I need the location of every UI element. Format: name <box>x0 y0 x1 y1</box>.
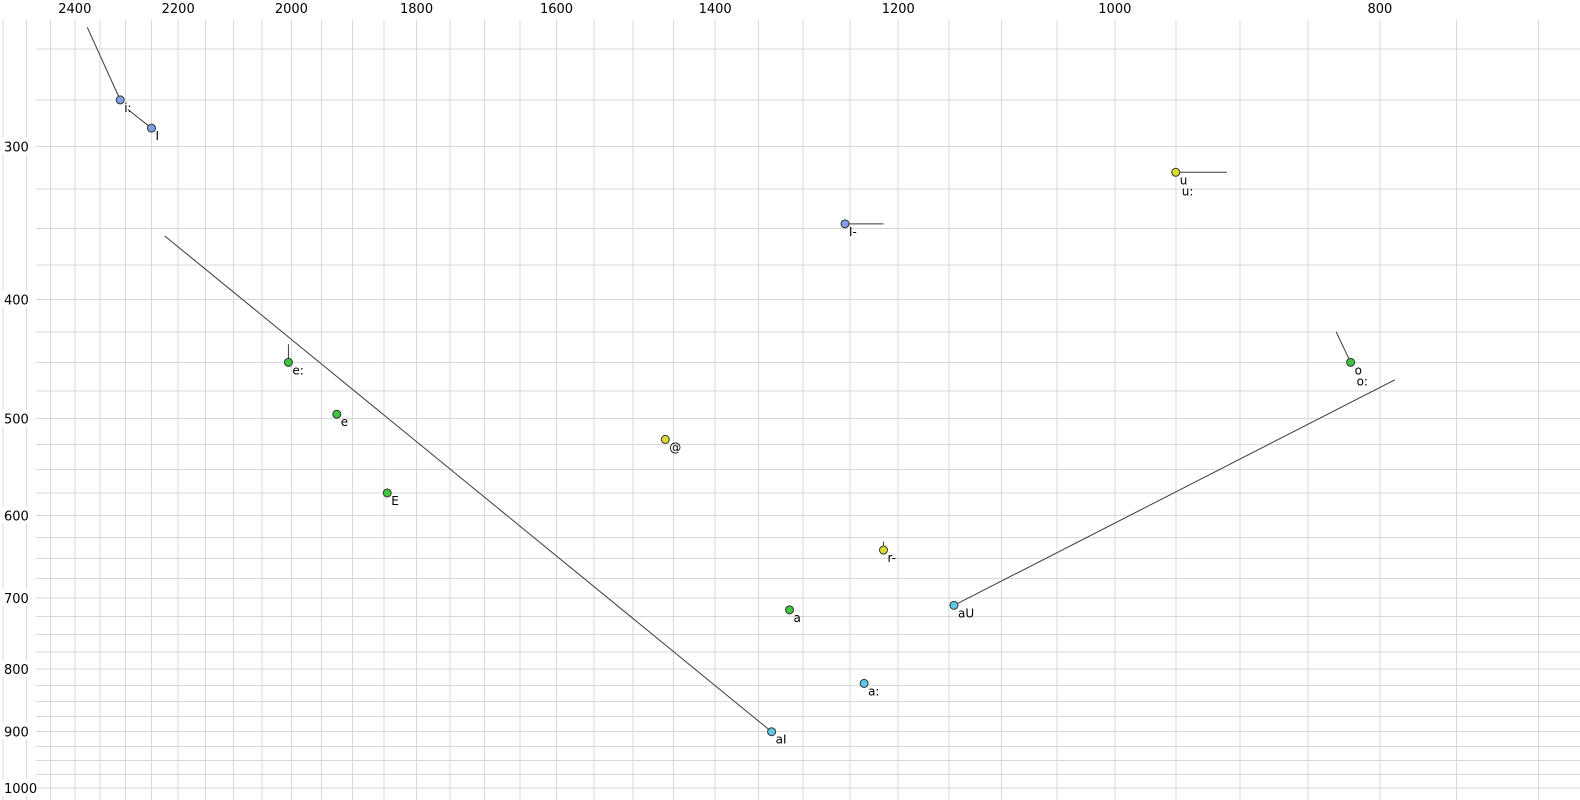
y-axis-tick-label: 900 <box>4 726 29 741</box>
x-axis-tick-label: 1600 <box>540 2 573 17</box>
y-tick-label-backing <box>1 659 34 677</box>
vowel-point-label: o: <box>1357 374 1368 388</box>
vowel-point-label: r- <box>887 551 896 565</box>
vowel-point-E <box>382 488 392 498</box>
vowel-point-label: I <box>155 129 159 143</box>
vowel-point-label: a <box>794 611 801 625</box>
vowel-point-u <box>1171 167 1181 177</box>
vowel-point-I- <box>840 219 850 229</box>
vowel-point-I <box>146 123 156 133</box>
y-axis-tick-label: 800 <box>4 663 29 678</box>
vowel-point-e: <box>283 357 293 367</box>
x-axis-tick-label: 800 <box>1368 2 1393 17</box>
vowel-point-label: e <box>341 415 348 429</box>
y-tick-label-backing <box>1 290 34 308</box>
formant-trajectory-aU <box>953 379 1396 606</box>
y-tick-label-backing <box>1 778 34 796</box>
x-axis-tick-label: 1400 <box>699 2 732 17</box>
y-axis-tick-label: 600 <box>4 510 29 525</box>
y-tick-label-backing <box>1 588 34 606</box>
y-axis-tick-label: 300 <box>4 140 29 155</box>
formant-trajectory-I <box>127 109 152 129</box>
vowel-point-label: aU <box>958 606 974 620</box>
vowel-point-label: E <box>391 494 399 508</box>
vowel-point-@ <box>660 434 670 444</box>
vowel-point-label: a: <box>868 684 879 698</box>
x-axis-tick-label: 2200 <box>162 2 195 17</box>
vowel-point-label: u <box>1180 173 1188 187</box>
vowel-point-a <box>785 605 795 615</box>
y-axis-tick-label: 400 <box>4 294 29 309</box>
vowel-point-label: u: <box>1182 184 1194 198</box>
x-axis-tick-label: 2000 <box>275 2 308 17</box>
x-axis-tick-label: 2400 <box>58 2 91 17</box>
vowel-point-i: <box>115 95 125 105</box>
vowel-point-label: e: <box>292 363 303 377</box>
vowel-point-label: i: <box>124 101 131 115</box>
y-tick-label-backing <box>1 137 34 155</box>
x-axis-tick-label: 1800 <box>400 2 433 17</box>
vowel-point-o <box>1346 357 1356 367</box>
vowel-point-aU <box>949 600 959 610</box>
vowel-point-label: o <box>1355 363 1362 377</box>
y-axis-tick-label: 500 <box>4 412 29 427</box>
formant-trajectory-o <box>1335 331 1352 363</box>
formant-trajectory-i: <box>86 27 121 101</box>
vowel-point-e <box>332 409 342 419</box>
y-axis-tick-label: 700 <box>4 592 29 607</box>
vowel-point-label: I- <box>849 225 857 239</box>
y-tick-label-backing <box>1 506 34 524</box>
formant-trajectory-aI <box>164 235 772 733</box>
y-axis-tick-label: 1000 <box>4 782 37 797</box>
vowel-point-label: @ <box>669 440 681 454</box>
y-tick-label-backing <box>1 722 34 740</box>
vowel-point-r- <box>878 545 888 555</box>
vowel-point-a: <box>859 678 869 688</box>
vowel-point-aI <box>767 727 777 737</box>
x-axis-tick-label: 1200 <box>882 2 915 17</box>
x-axis-tick-label: 1000 <box>1098 2 1131 17</box>
vowel-point-label: aI <box>776 733 787 747</box>
y-tick-label-backing <box>1 409 34 427</box>
